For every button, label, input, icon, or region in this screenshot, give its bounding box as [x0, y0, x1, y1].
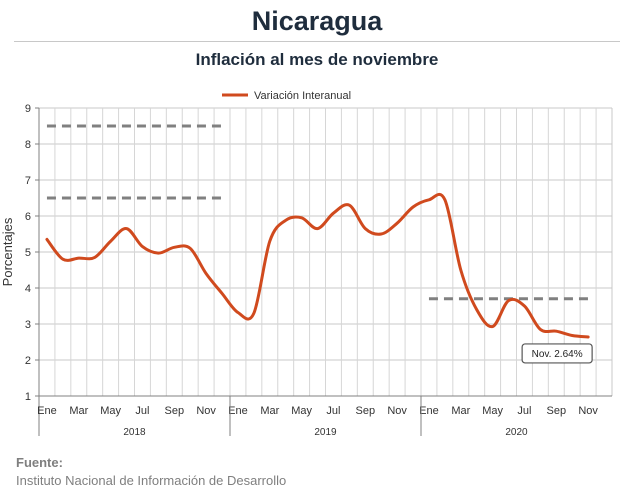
source-label: Fuente: — [16, 455, 63, 470]
chart-subtitle: Inflación al mes de noviembre — [195, 50, 439, 69]
x-tick-label: Mar — [451, 405, 470, 417]
series-line — [45, 192, 590, 339]
y-axis-title: Porcentajes — [0, 217, 15, 286]
x-tick-label: May — [291, 405, 312, 417]
x-tick-label: Jul — [326, 405, 340, 417]
annotation-box — [521, 343, 593, 364]
year-label: 2019 — [314, 427, 337, 438]
x-tick-label: Ene — [228, 405, 248, 417]
x-tick-label: Ene — [37, 405, 57, 417]
x-tick-label: Jul — [135, 405, 149, 417]
year-label: 2018 — [123, 427, 146, 438]
y-tick-label: 7 — [25, 175, 31, 187]
x-tick-label: Mar — [69, 405, 88, 417]
x-tick-label: May — [482, 405, 503, 417]
x-tick-label: Sep — [356, 405, 376, 417]
y-tick-label: 1 — [25, 391, 31, 403]
y-tick-label: 4 — [25, 283, 31, 295]
annotation-label: Nov. 2.64% — [532, 349, 583, 360]
legend-label: Variación Interanual — [254, 90, 351, 102]
y-tick-label: 3 — [25, 319, 31, 331]
y-tick-label: 6 — [25, 211, 31, 223]
y-tick-label: 2 — [25, 355, 31, 367]
x-tick-label: Sep — [547, 405, 567, 417]
title-divider — [14, 41, 620, 42]
x-tick-label: Ene — [419, 405, 439, 417]
x-tick-label: Jul — [517, 405, 531, 417]
x-tick-label: Nov — [578, 405, 598, 417]
y-tick-label: 8 — [25, 139, 31, 151]
x-tick-label: Nov — [387, 405, 407, 417]
y-tick-label: 9 — [25, 103, 31, 115]
x-tick-label: Mar — [260, 405, 279, 417]
x-tick-label: Sep — [165, 405, 185, 417]
line-chart: 1 2 3 4 5 6 7 8 9 Ene Mar May Jul Sep Nov Ene Mar May Jul S… — [0, 90, 613, 438]
source-text: Instituto Nacional de Información de Des… — [16, 473, 287, 488]
x-tick-label: May — [100, 405, 121, 417]
y-tick-label: 5 — [25, 247, 31, 259]
x-tick-label: Nov — [196, 405, 216, 417]
chart-title: Nicaragua — [251, 6, 383, 36]
year-label: 2020 — [505, 427, 528, 438]
